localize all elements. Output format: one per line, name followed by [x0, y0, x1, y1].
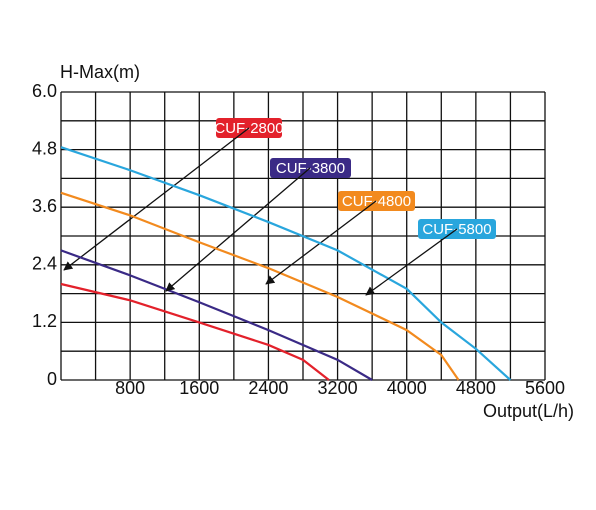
x-axis-label: Output(L/h): [483, 401, 574, 421]
label-box: [338, 191, 415, 211]
curve: [60, 146, 512, 381]
label-box: [216, 118, 282, 138]
arrow: [63, 127, 250, 271]
x-tick-label: 2400: [248, 378, 288, 398]
arrow: [365, 228, 458, 296]
curve: [60, 249, 373, 381]
x-tick-label: 1600: [179, 378, 219, 398]
x-tick-label: 5600: [525, 378, 565, 398]
series-label: CUF-4800: [342, 193, 411, 210]
series-label: CUF-3800: [276, 160, 345, 177]
curve: [60, 282, 330, 381]
x-tick-label: 800: [115, 378, 145, 398]
y-tick-label: 0: [47, 369, 57, 389]
label-box: [270, 158, 351, 178]
y-tick-label: 4.8: [32, 138, 57, 158]
y-axis-label: H-Max(m): [60, 62, 140, 82]
x-tick-label: 4800: [456, 378, 496, 398]
arrow: [165, 167, 311, 292]
x-tick-label: 4000: [387, 378, 427, 398]
y-tick-label: 3.6: [32, 196, 57, 216]
x-tick-label: 3200: [318, 378, 358, 398]
y-tick-label: 6.0: [32, 81, 57, 101]
y-tick-label: 1.2: [32, 311, 57, 331]
y-tick-label: 2.4: [32, 254, 57, 274]
curve: [60, 191, 460, 381]
